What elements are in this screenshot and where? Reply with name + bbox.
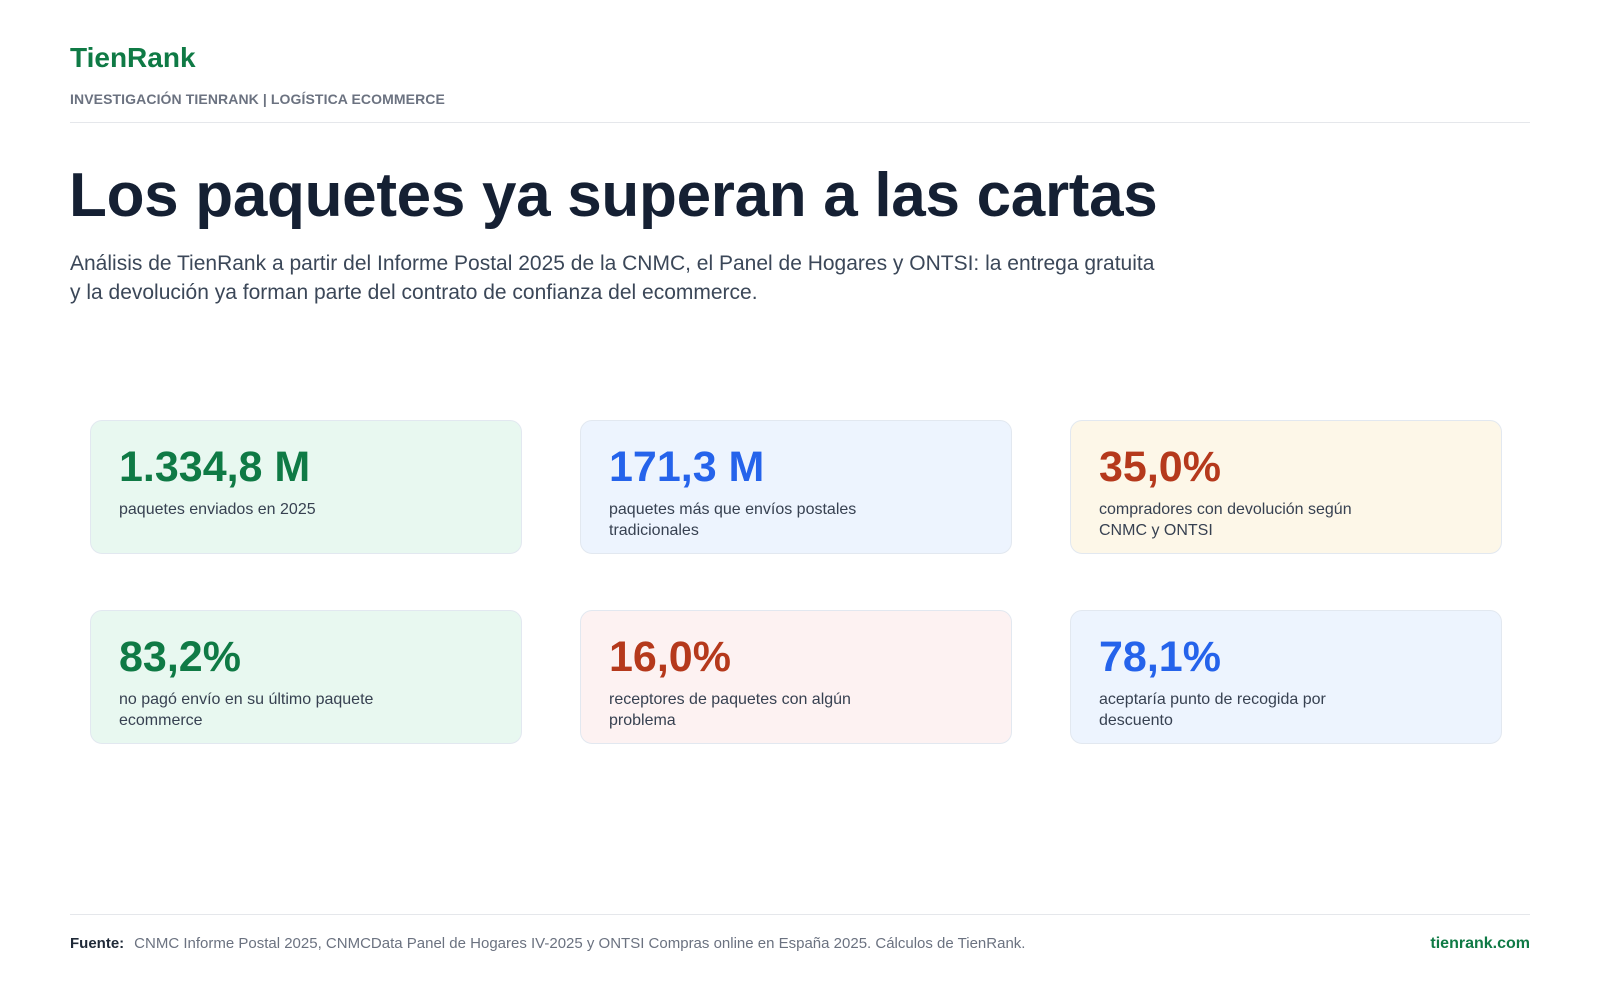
stat-label: aceptaría punto de recogida por descuent… bbox=[1099, 691, 1326, 729]
site-link[interactable]: tienrank.com bbox=[1430, 935, 1530, 952]
stat-value: 171,3 M bbox=[609, 443, 765, 491]
stat-value: 35,0% bbox=[1099, 443, 1221, 491]
stat-label: no pagó envío en su último paquete ecomm… bbox=[119, 691, 374, 729]
page-title: Los paquetes ya superan a las cartas bbox=[69, 161, 1158, 230]
header-divider bbox=[70, 122, 1530, 123]
section-kicker: INVESTIGACIÓN TIENRANK | LOGÍSTICA ECOMM… bbox=[70, 91, 445, 107]
footer-source: Fuente: CNMC Informe Postal 2025, CNMCDat… bbox=[70, 935, 1530, 952]
stat-card-returns: 35,0% compradores con devolución según C… bbox=[1070, 420, 1502, 554]
stat-card-free-shipping: 83,2% no pagó envío en su último paquete… bbox=[90, 610, 522, 744]
source-label: Fuente: bbox=[70, 935, 125, 952]
stat-card-delivery-problems: 16,0% receptores de paquetes con algún p… bbox=[580, 610, 1012, 744]
stat-card-packages-vs-postal: 171,3 M paquetes más que envíos postales… bbox=[580, 420, 1012, 554]
stat-value: 83,2% bbox=[119, 633, 241, 681]
stat-label: compradores con devolución según CNMC y … bbox=[1099, 501, 1352, 539]
brand-logo: TienRank bbox=[70, 42, 196, 73]
stat-label: paquetes más que envíos postales tradici… bbox=[609, 501, 857, 539]
stat-label: paquetes enviados en 2025 bbox=[119, 501, 316, 518]
stat-card-packages-sent: 1.334,8 M paquetes enviados en 2025 bbox=[90, 420, 522, 554]
stat-value: 16,0% bbox=[609, 633, 731, 681]
footer-divider bbox=[70, 914, 1530, 915]
stat-label: receptores de paquetes con algún problem… bbox=[609, 691, 851, 729]
stat-value: 1.334,8 M bbox=[119, 443, 311, 491]
source-text: CNMC Informe Postal 2025, CNMCData Panel… bbox=[134, 935, 1026, 952]
page-subtitle: Análisis de TienRank a partir del Inform… bbox=[70, 252, 1155, 304]
stat-card-pickup-point: 78,1% aceptaría punto de recogida por de… bbox=[1070, 610, 1502, 744]
stat-value: 78,1% bbox=[1099, 633, 1221, 681]
